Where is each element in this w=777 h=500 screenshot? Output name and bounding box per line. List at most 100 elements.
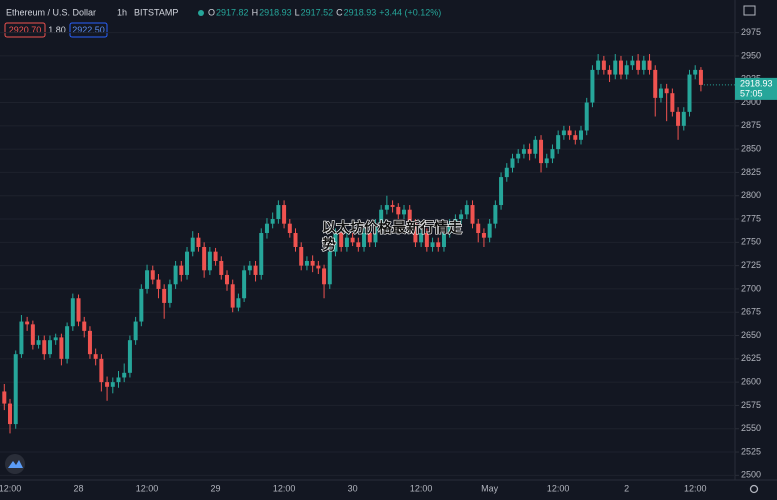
candle-body [47, 340, 52, 355]
candle-body [539, 139, 544, 164]
x-tick-label: 28 [74, 483, 84, 493]
candle-body [105, 382, 110, 387]
candle-body [316, 265, 321, 269]
y-tick-label: 2725 [741, 260, 761, 270]
y-tick-label: 2775 [741, 213, 761, 223]
candle-body [459, 214, 464, 220]
x-tick-label: 2 [624, 483, 629, 493]
sell-price[interactable]: 2920.70 [9, 25, 42, 35]
candle-body [504, 167, 509, 178]
candle-body [556, 135, 561, 150]
ohlc-value: 2917.82 [216, 7, 249, 17]
candle-body [304, 260, 309, 266]
y-tick-label: 2900 [741, 97, 761, 107]
candle-body [624, 65, 629, 75]
candle-body [2, 391, 7, 404]
candle-body [327, 251, 332, 285]
y-tick-label: 2950 [741, 50, 761, 60]
settings-icon[interactable] [749, 484, 759, 494]
candle-body [333, 233, 338, 252]
watermark-text: 势 [322, 237, 336, 253]
candle-body [196, 237, 201, 247]
candle-body [476, 223, 481, 234]
candle-body [516, 153, 521, 159]
buy-button[interactable] [69, 22, 108, 38]
interval: 1h [117, 7, 127, 17]
candle-body [681, 111, 686, 126]
watermark-text: 以太坊价格最新行情走 [322, 220, 463, 236]
candle-body [139, 288, 144, 322]
x-tick-label: 29 [211, 483, 221, 493]
candle-body [8, 403, 13, 425]
candle-body [550, 149, 555, 159]
candle-body [287, 223, 292, 234]
candle-body [156, 279, 161, 289]
candle-body [76, 298, 81, 322]
y-tick-label: 2800 [741, 190, 761, 200]
candle-body [441, 233, 446, 247]
x-tick-label: 12:00 [136, 483, 159, 493]
candle-body [567, 130, 572, 136]
sell-button[interactable] [4, 22, 46, 38]
candle-body [36, 340, 41, 345]
candle-body [344, 237, 349, 247]
candle-body [596, 60, 601, 70]
candle-body [202, 246, 207, 271]
candle-body [13, 354, 18, 425]
candle-body [510, 158, 515, 168]
ohlc-value: 2917.52 [301, 7, 334, 17]
buy-price[interactable]: 2922.50 [72, 25, 105, 35]
y-tick-label: 2575 [741, 400, 761, 410]
change: +3.44 (+0.12%) [379, 7, 441, 17]
candle-body [607, 69, 612, 75]
y-tick-label: 2550 [741, 423, 761, 433]
candle-body [65, 326, 70, 359]
candle-body [698, 69, 703, 85]
candle-body [42, 340, 47, 355]
candle-body [213, 251, 218, 261]
candle-body [618, 60, 623, 75]
y-tick-label: 2700 [741, 283, 761, 293]
logo-icon[interactable] [8, 460, 23, 468]
x-tick-label: May [481, 483, 499, 493]
logo[interactable] [5, 454, 25, 474]
candle-body [533, 139, 538, 154]
candle-body [424, 233, 429, 247]
candle-body [293, 233, 298, 247]
ohlc-label: C [336, 7, 343, 17]
y-tick-label: 2875 [741, 120, 761, 130]
y-tick-label: 2825 [741, 167, 761, 177]
symbol: Ethereum / U.S. Dollar [6, 7, 96, 17]
candle-body [362, 233, 367, 247]
candle-body [436, 242, 441, 247]
ohlc-value: 2918.93 [344, 7, 377, 17]
candle-body [122, 372, 127, 378]
x-tick-label: 12:00 [547, 483, 570, 493]
x-tick-label: 12:00 [684, 483, 707, 493]
candle-body [419, 233, 424, 243]
candle-body [670, 93, 675, 112]
candle-body [590, 69, 595, 103]
candle-body [162, 288, 167, 303]
candle-body [145, 270, 150, 289]
ohlc-label: L [295, 7, 300, 17]
x-tick-label: 30 [348, 483, 358, 493]
y-tick-label: 2600 [741, 377, 761, 387]
candle-body [499, 177, 504, 206]
candle-body [402, 209, 406, 215]
candle-body [236, 298, 241, 308]
candle-body [613, 60, 618, 75]
candle-body [573, 135, 578, 140]
candle-body [561, 130, 566, 136]
candle-body [19, 321, 24, 355]
candle-body [407, 209, 412, 224]
x-tick-label: 12:00 [0, 483, 21, 493]
top-icon[interactable] [743, 5, 756, 16]
y-tick-label: 2625 [741, 353, 761, 363]
candle-body [167, 284, 172, 303]
candle-body [453, 219, 458, 224]
candle-body [687, 74, 692, 112]
candle-body [310, 260, 315, 266]
candle-body [584, 102, 589, 131]
